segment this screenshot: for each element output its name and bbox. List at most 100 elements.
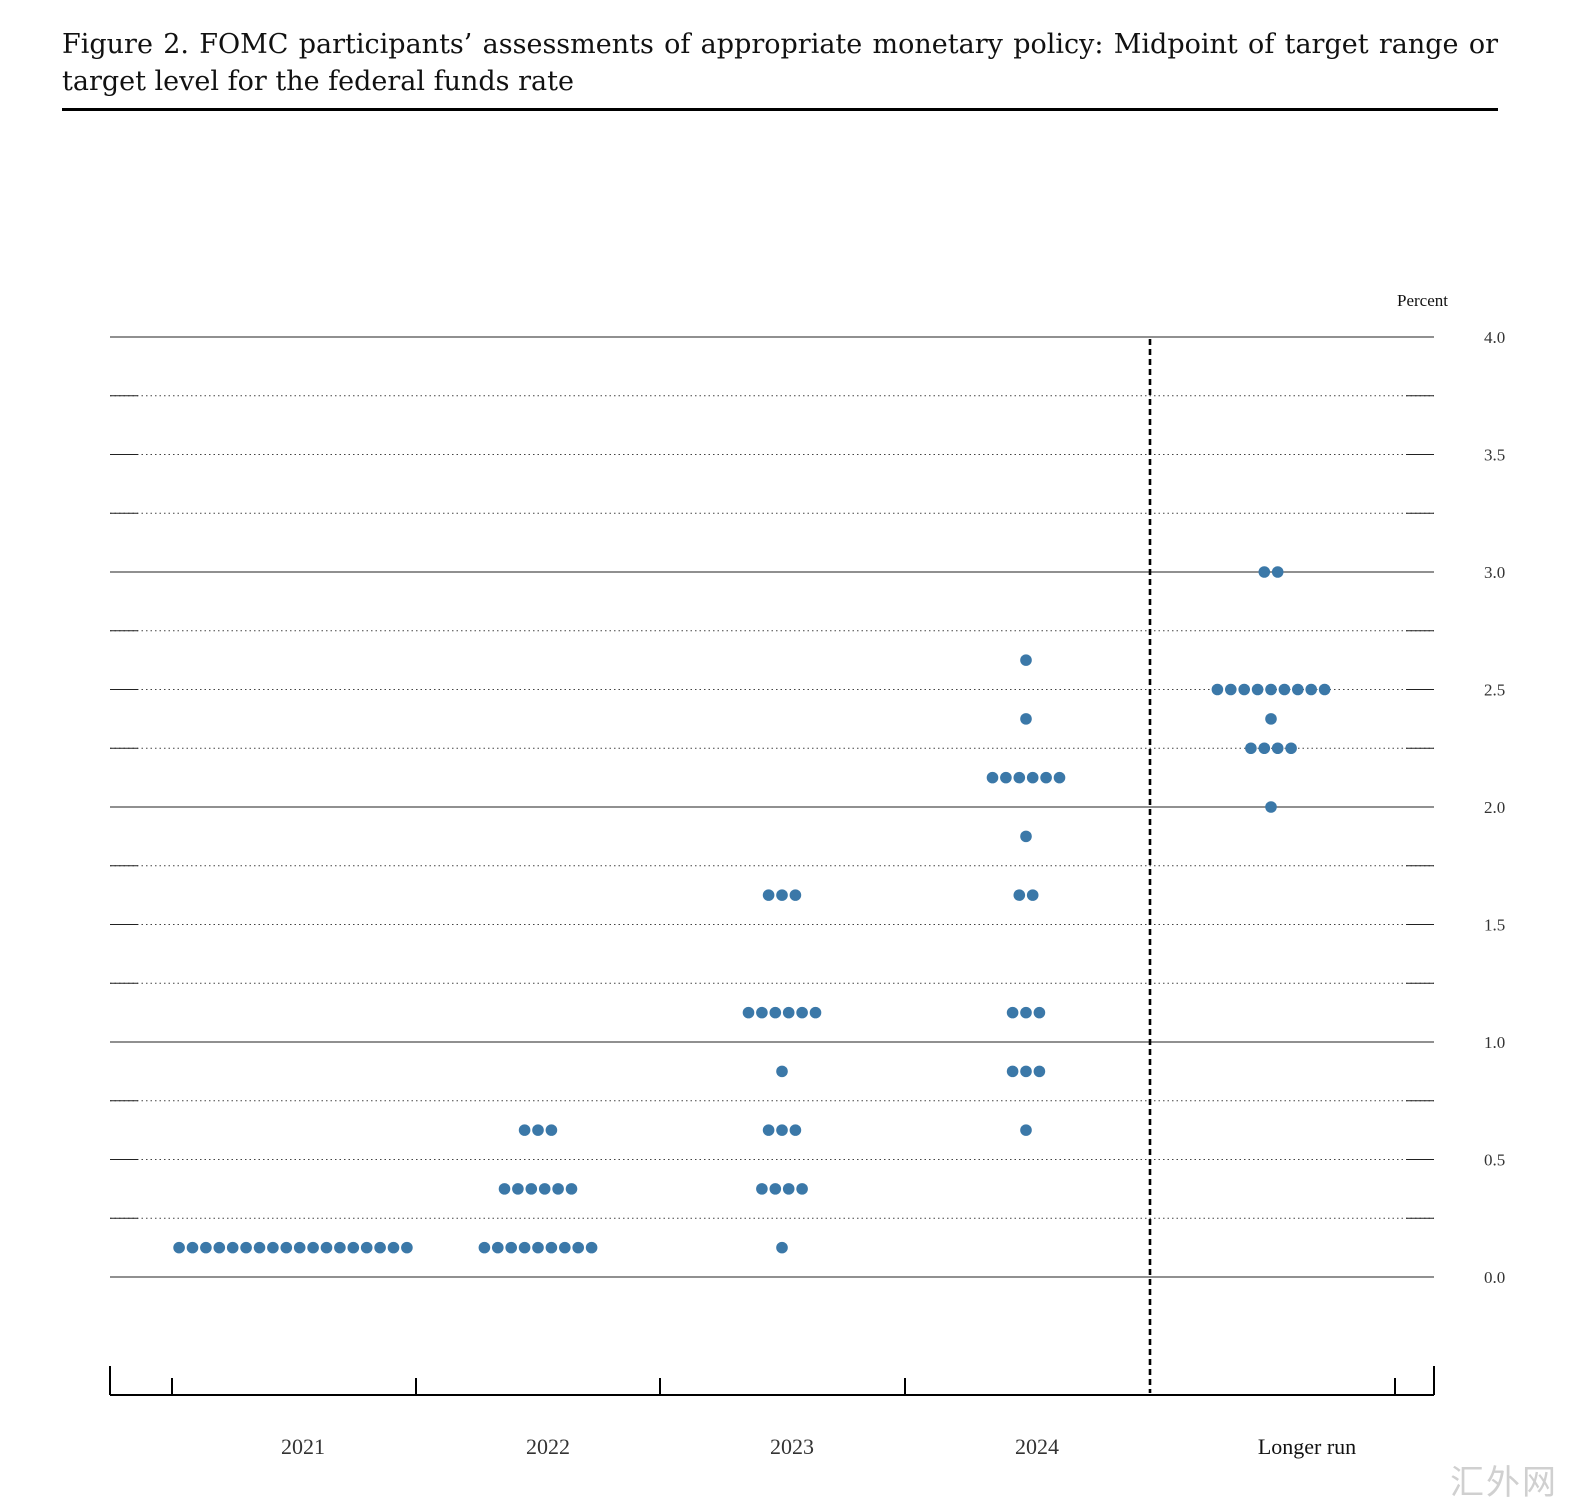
dot-point [769, 1006, 782, 1019]
dot-point [1225, 683, 1237, 696]
dot-point [572, 1241, 584, 1254]
dot-point [1033, 1065, 1046, 1078]
dot-point [1318, 683, 1331, 696]
dot-point [532, 1241, 544, 1254]
dot-point [492, 1241, 504, 1254]
x-category-label: 2021 [281, 1434, 325, 1459]
dot-point [585, 1241, 598, 1254]
dot-point [545, 1124, 558, 1136]
gridlines [110, 336, 1434, 1278]
dot-point [173, 1241, 185, 1254]
dot-point [1211, 683, 1224, 696]
dot-point [512, 1183, 524, 1195]
dot-point [525, 1183, 538, 1195]
dot-point [559, 1241, 571, 1254]
dot-point [538, 1183, 551, 1195]
dot-point [776, 1241, 788, 1254]
dot-point [789, 889, 802, 901]
x-category-label: 2023 [770, 1434, 814, 1459]
labels: 0.0 0.5 1.0 1.5 2.0 2.5 3.0 3.5 4.0 Percent 2021 20… [281, 291, 1505, 1459]
x-axis [109, 339, 1435, 1396]
dot-point [1020, 1065, 1032, 1078]
figure-title: Figure 2. FOMC participants’ assessments… [62, 29, 1498, 97]
dot-point [986, 771, 999, 784]
dot-point [565, 1183, 578, 1195]
dot-point [1258, 566, 1271, 578]
dot-point [1040, 771, 1052, 784]
x-category-label: 2024 [1015, 1434, 1059, 1459]
dot-point [1020, 1006, 1032, 1019]
dot-point [1000, 771, 1012, 784]
dot-point [1020, 654, 1032, 666]
dot-point [1265, 683, 1277, 696]
dot-point [307, 1241, 319, 1254]
dot-point [809, 1006, 822, 1019]
dot-point [1013, 771, 1026, 784]
y-tick-label: 3.5 [1484, 446, 1505, 465]
dot-point [756, 1183, 768, 1195]
dot-point [1265, 801, 1277, 813]
dot-point [762, 889, 775, 901]
x-category-label: 2022 [526, 1434, 570, 1459]
dot-point [360, 1241, 373, 1254]
x-category-label: Longer run [1258, 1434, 1356, 1459]
dot-point [1013, 889, 1026, 901]
dot-point [1258, 742, 1271, 755]
dot-point [796, 1006, 808, 1019]
dot-point [552, 1183, 564, 1195]
dot-point [226, 1241, 239, 1254]
dot-point [253, 1241, 266, 1254]
dot-point [186, 1241, 199, 1254]
title-rule [62, 108, 1498, 111]
y-tick-label: 0.5 [1484, 1151, 1505, 1170]
dot-point [518, 1124, 531, 1136]
dot-point [320, 1241, 333, 1254]
dot-point [532, 1124, 544, 1136]
dot-point [1271, 742, 1284, 755]
dot-point [545, 1241, 558, 1254]
dot-point [374, 1241, 386, 1254]
y-tick-label: 4.0 [1484, 328, 1505, 347]
watermark: 汇外网 [1450, 1463, 1558, 1503]
dot-point [1271, 566, 1284, 578]
dot-point [1006, 1065, 1019, 1078]
dot-point [1265, 713, 1277, 725]
dot-point [1026, 771, 1039, 784]
dot-point [1020, 713, 1032, 725]
dot-point [776, 889, 788, 901]
y-tick-label: 1.0 [1484, 1033, 1505, 1052]
dot-point [387, 1241, 400, 1254]
dot-point [293, 1241, 306, 1254]
dot-point [776, 1065, 788, 1078]
dot-point [789, 1124, 802, 1136]
dot-point [1285, 742, 1297, 755]
dot-point [742, 1006, 755, 1019]
dot-point [1020, 1124, 1032, 1136]
dot-point [213, 1241, 226, 1254]
dot-point [505, 1241, 517, 1254]
dot-point [240, 1241, 252, 1254]
y-tick-label: 2.0 [1484, 798, 1505, 817]
dot-point [478, 1241, 491, 1254]
dots [173, 566, 1331, 1254]
dot-point [1026, 889, 1039, 901]
dot-point [1305, 683, 1317, 696]
dot-point [782, 1006, 795, 1019]
dot-point [1251, 683, 1264, 696]
dot-point [756, 1006, 768, 1019]
dot-point [769, 1183, 782, 1195]
dot-point [334, 1241, 346, 1254]
dot-point [796, 1183, 808, 1195]
dot-point [776, 1124, 788, 1136]
dot-point [498, 1183, 511, 1195]
dot-point [1006, 1006, 1019, 1019]
dot-point [762, 1124, 775, 1136]
dot-point [267, 1241, 279, 1254]
dot-point [518, 1241, 531, 1254]
dot-point [200, 1241, 212, 1254]
dot-point [1245, 742, 1257, 755]
y-tick-label: 2.5 [1484, 681, 1505, 700]
y-axis-unit-label: Percent [1397, 291, 1448, 310]
dot-point [1053, 771, 1066, 784]
